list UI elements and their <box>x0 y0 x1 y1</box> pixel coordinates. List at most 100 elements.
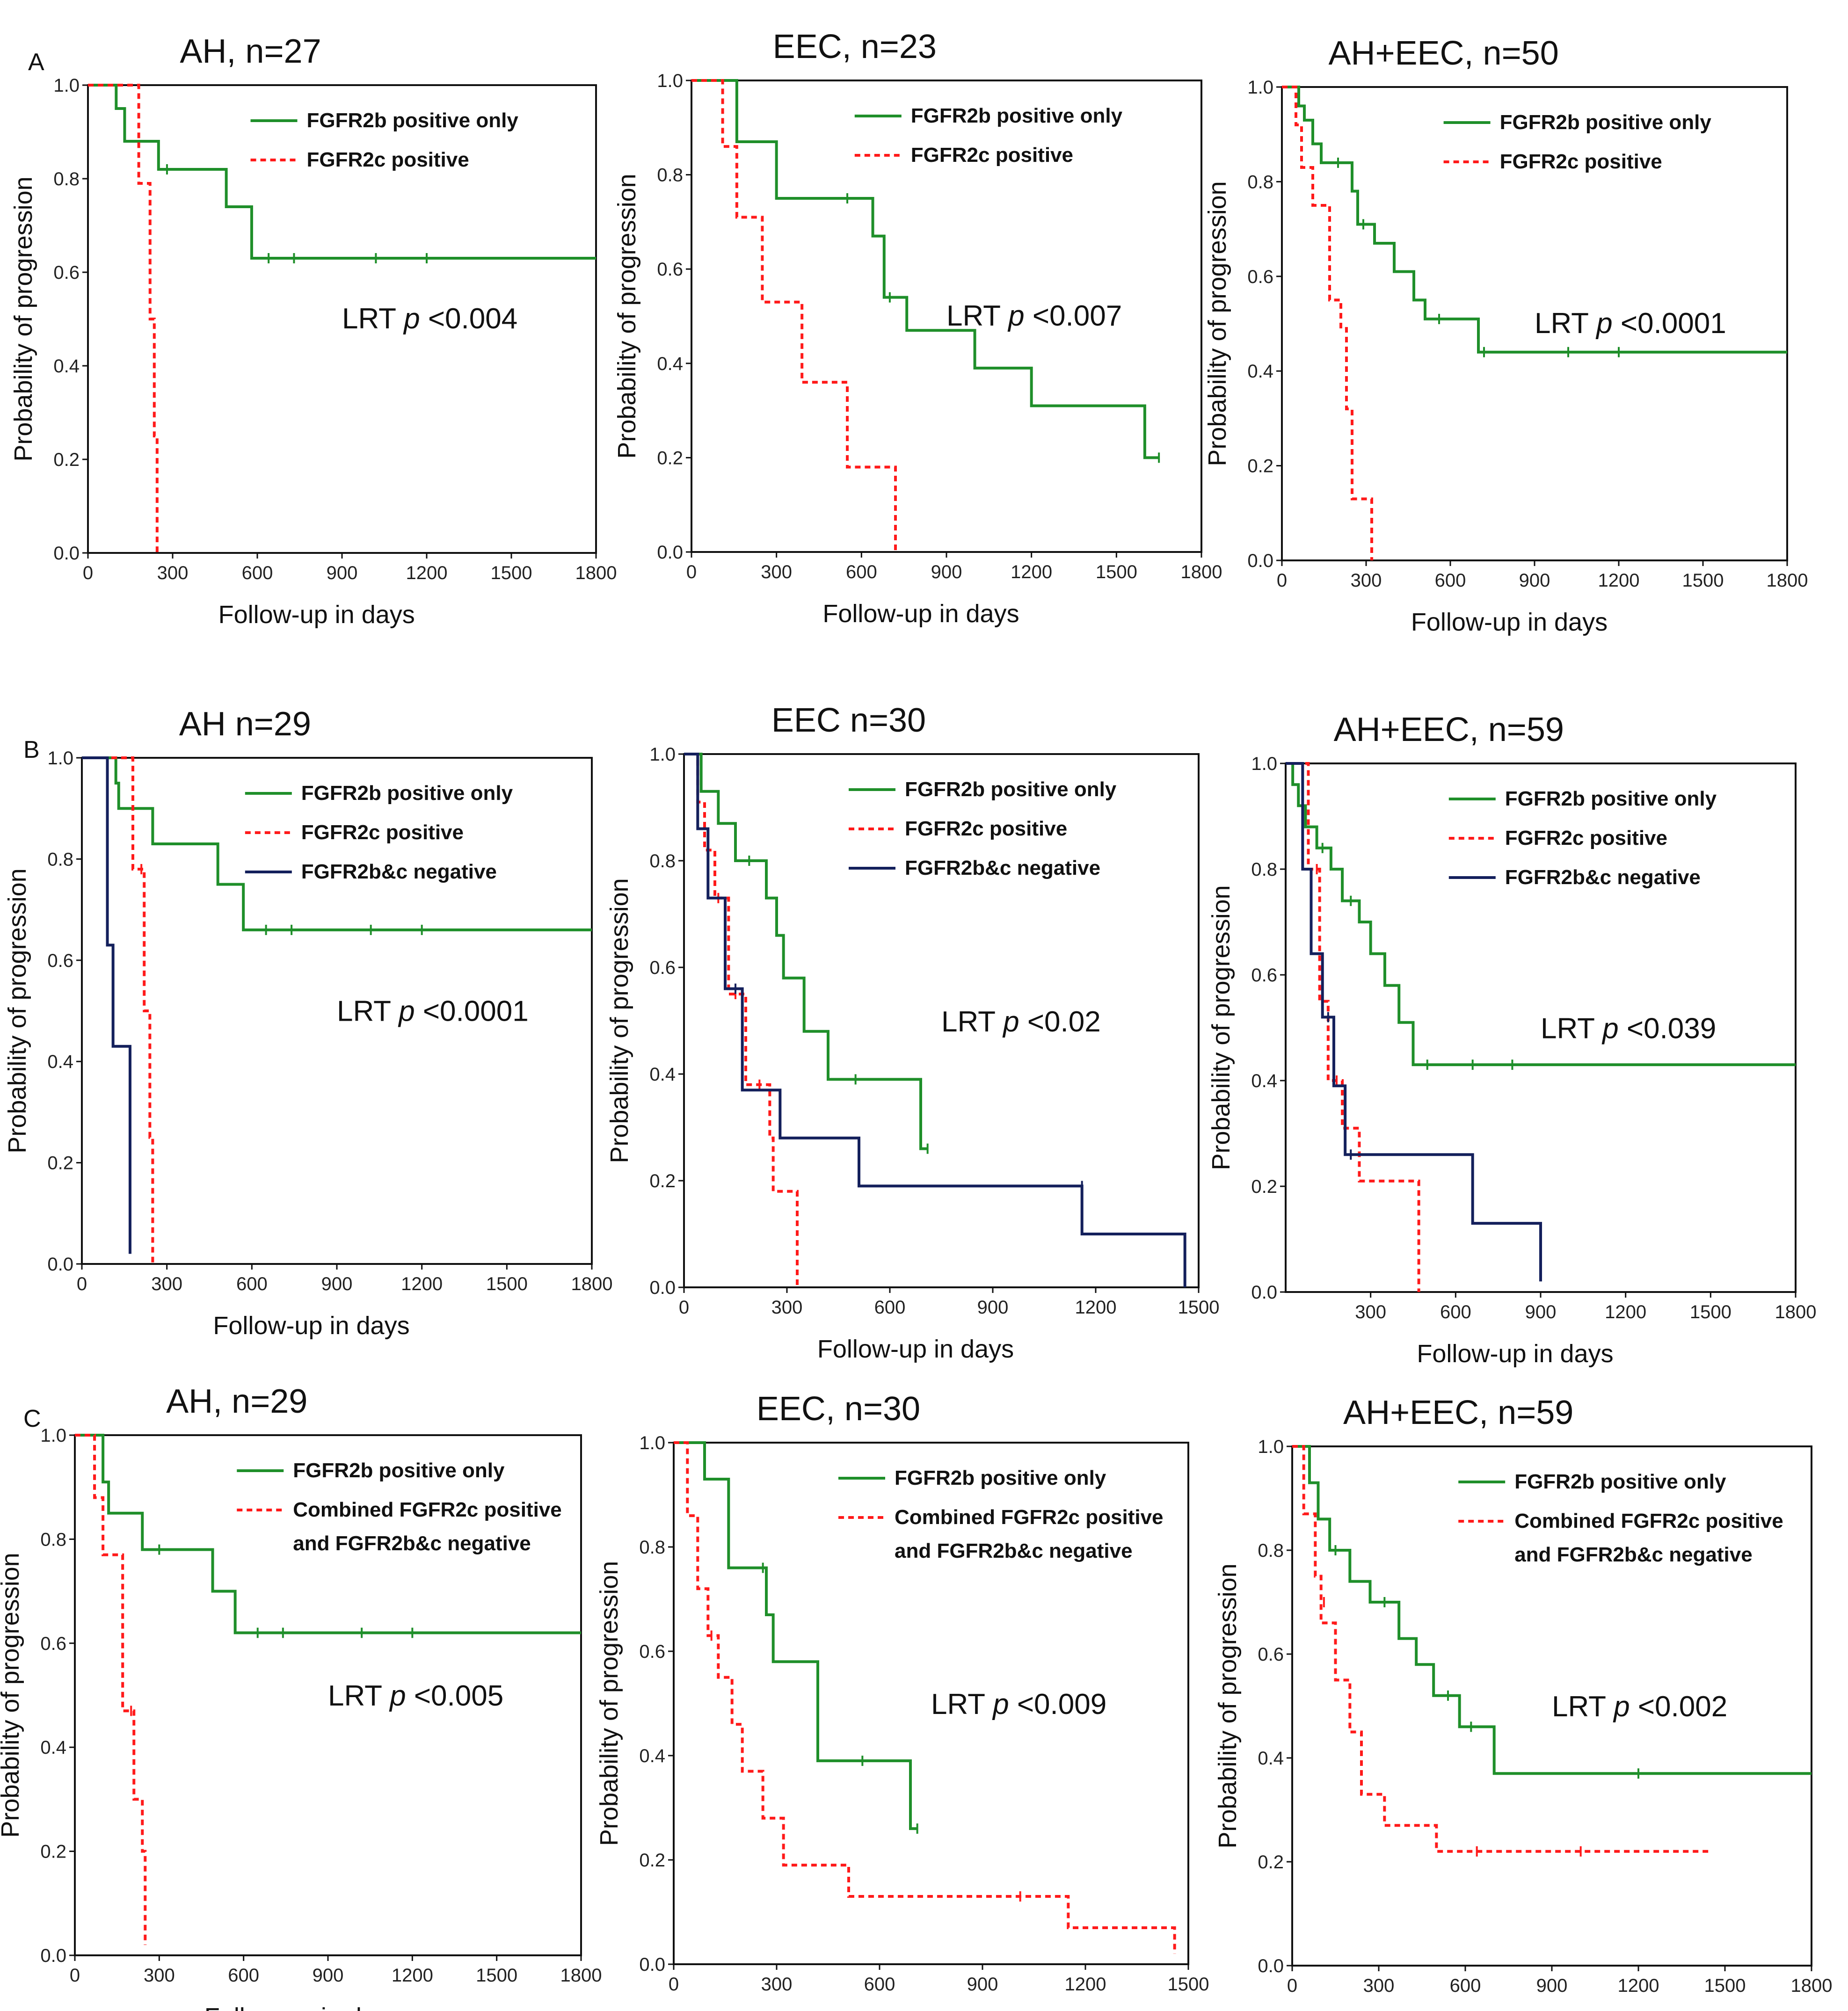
y-tick-label: 0.6 <box>657 259 683 280</box>
p-threshold: <0.0001 <box>415 995 529 1028</box>
legend-label: FGFR2c positive <box>905 817 1067 840</box>
y-tick-label: 0.0 <box>649 1278 676 1298</box>
chart-title: AH+EEC, n=59 <box>1343 1394 1573 1431</box>
legend-label: FGFR2b positive only <box>895 1467 1106 1489</box>
y-tick-label: 0.0 <box>1247 551 1273 571</box>
x-axis-label: Follow-up in days <box>1417 1340 1613 1368</box>
p-prefix: LRT <box>328 1680 390 1712</box>
legend-label: FGFR2b positive only <box>1500 111 1712 134</box>
x-tick-label: 600 <box>1435 570 1466 591</box>
series-line-navy <box>1286 762 1542 1282</box>
series-line-navy <box>684 753 1186 1287</box>
series-line-green <box>88 84 596 260</box>
p-prefix: LRT <box>337 995 399 1028</box>
y-tick-label: 0.6 <box>47 951 73 971</box>
y-tick-label: 0.2 <box>1251 1176 1277 1197</box>
y-tick-label: 0.4 <box>53 356 80 377</box>
x-tick-label: 1500 <box>491 563 532 583</box>
y-tick-label: 0.6 <box>1251 965 1277 986</box>
y-tick-label: 1.0 <box>53 75 80 96</box>
panel-b1: AH n=29 0 300 600 900 1200 1500 1800 0.0 0.2 0.4 0.… <box>3 705 612 1340</box>
panel-a1: AH, n=27 0 300 600 900 1200 1500 1800 0.0 0.2 0.4 0… <box>9 33 617 629</box>
legend-label: FGFR2b positive only <box>301 782 513 805</box>
p-symbol: p <box>992 1688 1009 1721</box>
y-tick-label: 1.0 <box>639 1433 665 1453</box>
x-tick-label: 300 <box>1355 1302 1386 1322</box>
panel-c3: AH+EEC, n=59 0 300 600 900 1200 1500 1800 0.0 0.2… <box>1214 1394 1833 1996</box>
x-tick-label: 900 <box>321 1274 353 1294</box>
y-tick-label: 1.0 <box>649 744 676 765</box>
p-prefix: LRT <box>941 1006 1003 1038</box>
x-tick-label: 300 <box>761 562 792 582</box>
series-line-green <box>1286 762 1796 1067</box>
series-line-green <box>75 1434 581 1634</box>
series-line-navy <box>82 756 131 1254</box>
p-threshold: <0.002 <box>1630 1691 1728 1723</box>
x-tick-label: 300 <box>1351 570 1382 591</box>
y-tick-label: 0.0 <box>47 1254 73 1275</box>
y-tick-label: 0.4 <box>1251 1071 1277 1091</box>
series-line-red <box>1282 86 1373 560</box>
x-tick-label: 1500 <box>1168 1974 1209 1995</box>
y-axis-label: Probability of progression <box>1203 181 1231 466</box>
y-tick-label: 0.2 <box>639 1850 665 1871</box>
p-threshold: <0.004 <box>420 303 518 335</box>
chart-title: EEC, n=30 <box>757 1390 920 1428</box>
chart-title: AH n=29 <box>179 705 311 743</box>
x-tick-label: 0 <box>1277 570 1287 591</box>
x-tick-label: 1800 <box>1791 1975 1833 1996</box>
x-tick-label: 1200 <box>1618 1975 1659 1996</box>
x-tick-label: 1200 <box>1598 570 1640 591</box>
x-tick-label: 600 <box>242 563 273 583</box>
x-tick-label: 300 <box>151 1274 182 1294</box>
series-line-green <box>82 756 592 931</box>
x-tick-label: 900 <box>327 563 358 583</box>
panel-a3: AH+EEC, n=50 0 300 600 900 1200 1500 1800 0.0 0.2… <box>1203 35 1808 636</box>
y-tick-label: 0.6 <box>639 1641 665 1662</box>
p-value: LRT p <0.0001 <box>1535 307 1726 340</box>
legend-label: FGFR2b&c negative <box>1505 866 1701 889</box>
legend-label: and FGFR2b&c negative <box>1514 1543 1753 1566</box>
x-tick-label: 1500 <box>1178 1297 1220 1318</box>
x-tick-label: 1500 <box>1682 570 1724 591</box>
series-line-red <box>684 753 799 1287</box>
p-symbol: p <box>1601 1013 1618 1045</box>
x-tick-label: 1500 <box>486 1274 528 1294</box>
y-tick-label: 0.8 <box>40 1529 66 1550</box>
p-symbol: p <box>403 303 420 335</box>
x-axis-label: Follow-up in days <box>822 600 1019 628</box>
y-tick-label: 0.0 <box>1258 1956 1284 1976</box>
p-symbol: p <box>398 995 415 1028</box>
y-tick-label: 0.4 <box>649 1064 676 1085</box>
y-tick-label: 0.6 <box>649 958 676 978</box>
p-value: LRT p <0.0001 <box>337 995 529 1028</box>
x-tick-label: 900 <box>967 1974 998 1995</box>
chart-title: AH, n=29 <box>166 1383 307 1420</box>
x-tick-label: 0 <box>70 1965 80 1986</box>
p-prefix: LRT <box>342 303 404 335</box>
p-prefix: LRT <box>1552 1691 1614 1723</box>
y-tick-label: 1.0 <box>40 1425 66 1446</box>
x-tick-label: 900 <box>313 1965 344 1986</box>
y-tick-label: 1.0 <box>47 748 73 769</box>
y-tick-label: 0.6 <box>1258 1644 1284 1665</box>
y-tick-label: 0.4 <box>40 1737 66 1758</box>
series-line-green <box>1292 1445 1812 1775</box>
legend-label: FGFR2b positive only <box>1505 787 1717 810</box>
y-tick-label: 0.2 <box>649 1171 676 1191</box>
series-line-red <box>1292 1445 1711 1853</box>
panel-c1: AH, n=29 0 300 600 900 1200 1500 1800 0.0 0.2 0.4 0… <box>0 1383 602 2011</box>
x-axis-label: Follow-up in days <box>204 2003 401 2011</box>
series-line-green <box>691 79 1159 459</box>
legend-label: FGFR2c positive <box>307 148 469 171</box>
y-tick-label: 0.4 <box>1258 1748 1284 1769</box>
plot-frame <box>673 1442 1189 1965</box>
y-tick-label: 0.8 <box>1251 859 1277 880</box>
p-threshold: <0.02 <box>1019 1006 1101 1038</box>
x-tick-label: 300 <box>761 1974 793 1995</box>
x-tick-label: 600 <box>1450 1975 1481 1996</box>
y-tick-label: 0.0 <box>657 542 683 563</box>
y-tick-label: 0.6 <box>40 1633 66 1654</box>
y-tick-label: 0.6 <box>53 262 80 283</box>
